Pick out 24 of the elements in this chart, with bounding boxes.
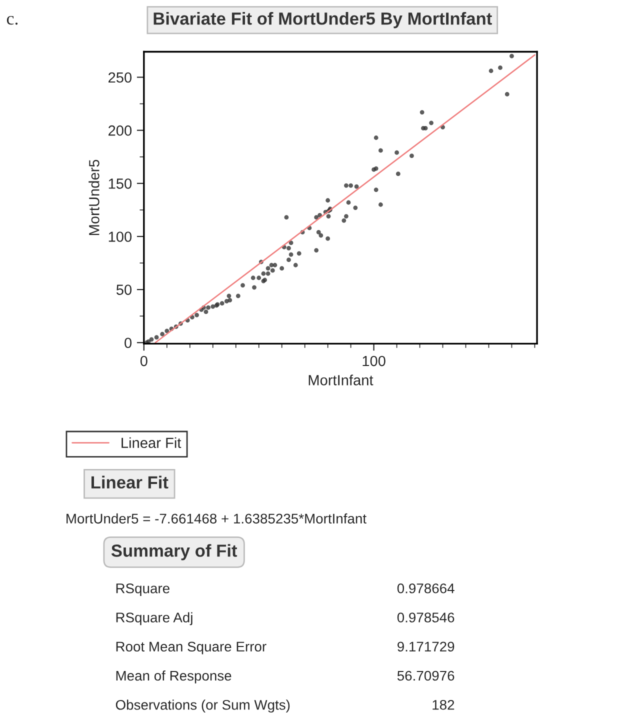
text: Mean of Response xyxy=(116,670,232,684)
text: 56.70976 xyxy=(397,670,454,681)
text: RSquare xyxy=(116,583,170,596)
text: 182 xyxy=(432,700,454,710)
y-tick-label: 150 xyxy=(108,178,132,189)
text: c. xyxy=(6,16,18,25)
x-axis-title: MortInfant xyxy=(308,374,374,386)
chart-title: Bivariate Fit of MortUnder5 By MortInfant xyxy=(154,12,492,28)
text: Observations (or Sum Wgts) xyxy=(116,700,290,713)
text: RSquare Adj xyxy=(116,612,192,626)
text: 9.171729 xyxy=(398,642,454,652)
text: 0.978546 xyxy=(397,612,454,622)
text: MortUnder5 = -7.661468 + 1.6385235*MortInfant xyxy=(66,513,366,524)
text: Linear Fit xyxy=(91,476,168,489)
text: Summary of Fit xyxy=(111,544,238,560)
legend-label: Linear Fit xyxy=(122,437,182,448)
y-tick-label: 200 xyxy=(108,125,132,136)
y-tick-label: 50 xyxy=(116,284,132,295)
y-tick-label: 250 xyxy=(108,72,132,83)
y-axis-title: MortUnder5 xyxy=(88,160,100,236)
y-tick-label: 0 xyxy=(124,338,132,348)
text: Root Mean Square Error xyxy=(116,642,266,654)
y-tick-label: 100 xyxy=(108,232,132,242)
text: 0.978664 xyxy=(397,583,454,594)
